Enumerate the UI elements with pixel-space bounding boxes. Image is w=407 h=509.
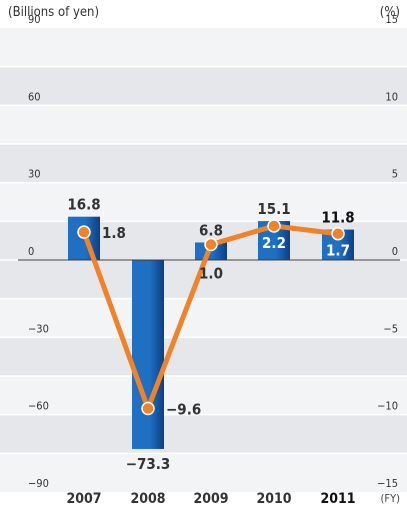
x-tick-label-2007: 2007 [66,491,101,507]
right-axis-unit: (%) [380,5,400,20]
right-tick-label: 5 [392,168,398,181]
right-tick-label: −10 [377,400,398,413]
ratio-point-2009 [204,237,218,252]
ratio-label-2007: 1.8 [102,224,126,242]
plot-band [0,337,407,376]
right-tick-label: 0 [392,245,398,258]
left-tick-label: 0 [28,245,34,258]
plot-band [0,414,407,454]
bar-label-2008: −73.3 [126,455,171,473]
ratio-label-2010: 2.2 [262,234,286,252]
left-tick-label: 60 [28,90,41,103]
plot-band [0,182,407,222]
left-axis-unit: (Billions of yen) [8,5,99,20]
x-tick-label-2011: 2011 [320,491,355,507]
line-series [77,219,345,416]
left-tick-label: −30 [28,322,49,335]
bar-label-2011: 11.8 [321,209,354,227]
ratio-point-2011 [331,226,345,241]
ratio-point-2010 [267,219,281,233]
plot-band [0,453,407,492]
data-labels: 16.8 −73.3 6.8 15.1 11.8 1.8 −9.6 1.0 2.2 1.7 [67,196,354,473]
plot-band [0,66,407,106]
plot-band [0,144,407,183]
x-axis-unit: (FY) [381,492,401,505]
axes: 90 60 30 0 −30 −60 −90 15 10 5 0 −5 −10 −15 2007 2008 20… [28,13,398,507]
bar-label-2009: 6.8 [199,221,223,239]
plot-band [0,105,407,144]
x-tick-label-2008: 2008 [130,491,165,507]
bar-series [68,216,354,449]
plot-band [0,376,407,415]
left-tick-label: 90 [28,13,41,26]
left-tick-label: −60 [28,400,49,413]
bar-label-2010: 15.1 [257,200,290,218]
bar-2008 [132,260,164,449]
left-tick-label: −90 [28,477,49,490]
x-tick-label-2009: 2009 [193,491,228,507]
plot-band [0,298,407,338]
right-tick-label: −15 [377,477,398,490]
x-tick-label-2010: 2010 [256,491,291,507]
ratio-label-2009: 1.0 [199,265,223,283]
ratio-point-2007 [77,225,91,239]
left-tick-label: 30 [28,168,41,181]
ratio-label-2011: 1.7 [326,242,350,260]
right-tick-label: 10 [385,90,398,103]
bar-label-2007: 16.8 [67,196,100,214]
ratio-point-2008 [141,401,155,416]
ratio-label-2008: −9.6 [166,400,201,418]
right-tick-label: −5 [383,322,398,335]
right-tick-label: 15 [385,13,398,26]
plot-band [0,28,407,67]
